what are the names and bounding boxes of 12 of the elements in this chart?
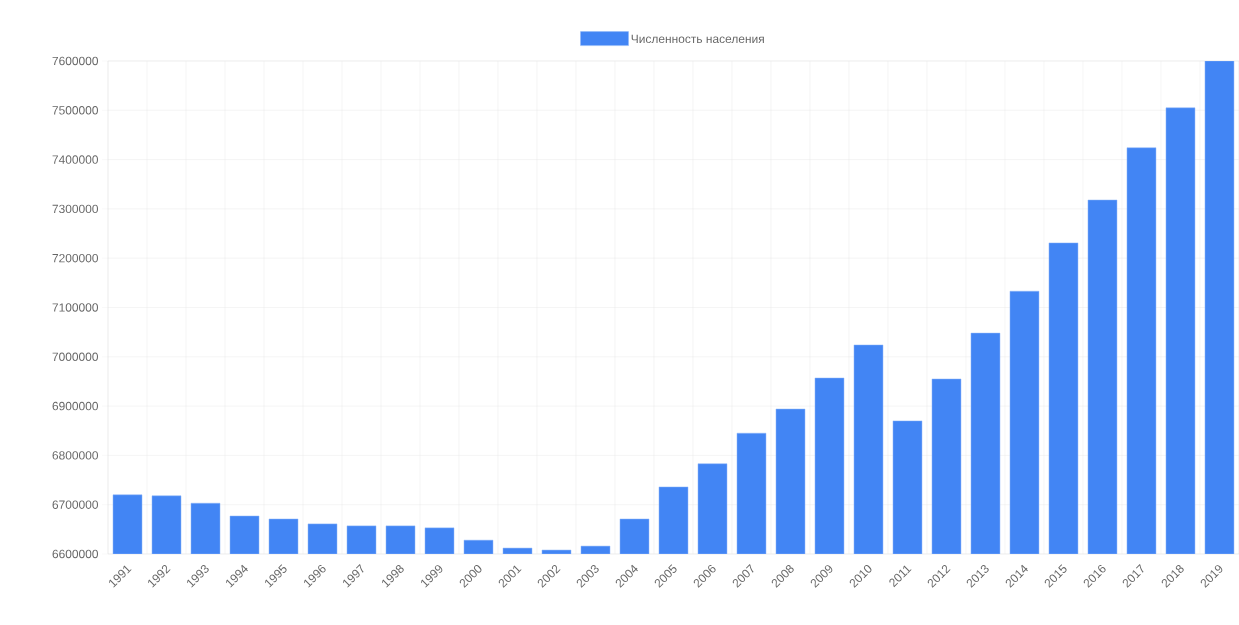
y-tick-label: 7500000	[52, 106, 99, 115]
y-tick-label: 7300000	[52, 204, 99, 214]
y-tick-label: 7100000	[52, 303, 99, 312]
y-tick-label: 7600000	[52, 56, 99, 66]
y-tick-label: 6900000	[52, 401, 99, 411]
y-tick-label: 6700000	[52, 500, 99, 509]
y-tick-label: 6600000	[52, 549, 99, 559]
legend-label: Численность населения	[631, 34, 764, 44]
y-tick-label: 7200000	[52, 253, 99, 263]
y-tick-label: 6800000	[52, 451, 99, 460]
y-tick-label: 7000000	[52, 352, 99, 362]
y-tick-label: 7400000	[52, 155, 99, 164]
